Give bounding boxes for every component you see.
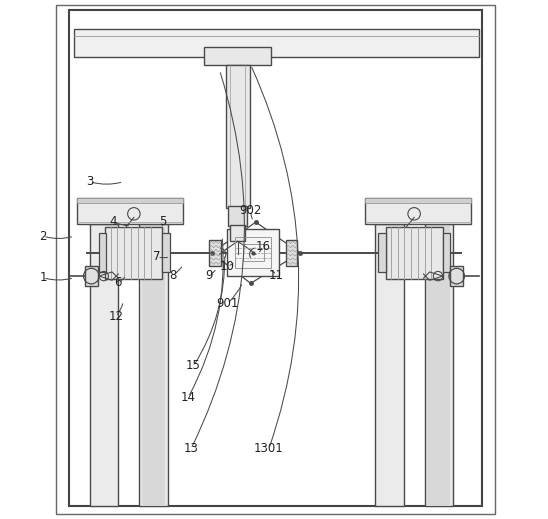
Text: 10: 10 [220, 260, 235, 273]
Bar [69, 10, 482, 506]
Bar [230, 225, 246, 241]
Text: 13: 13 [184, 442, 198, 456]
Text: 4: 4 [110, 215, 117, 228]
Text: 7: 7 [153, 250, 161, 264]
Text: 8: 8 [169, 268, 176, 282]
Bar [378, 233, 386, 272]
Bar [56, 5, 495, 514]
Bar [386, 227, 443, 279]
Text: 16: 16 [256, 240, 271, 253]
Text: 14: 14 [181, 390, 196, 404]
Text: 6: 6 [115, 276, 122, 290]
Text: 5: 5 [159, 215, 166, 228]
Bar [375, 224, 404, 506]
Bar [99, 233, 106, 272]
Bar [235, 237, 271, 268]
Text: 15: 15 [186, 359, 201, 373]
Text: 11: 11 [269, 268, 284, 282]
Bar [74, 29, 479, 57]
Bar [204, 47, 271, 65]
Bar [209, 240, 220, 266]
Bar [450, 266, 464, 286]
Bar [427, 224, 450, 506]
Text: 12: 12 [108, 310, 123, 323]
Text: 2: 2 [39, 229, 47, 243]
Text: 3: 3 [86, 175, 94, 188]
Bar [425, 224, 453, 506]
Bar [286, 240, 298, 266]
Text: 9: 9 [206, 268, 213, 282]
Bar [365, 198, 471, 203]
Bar [84, 266, 98, 286]
Text: 1301: 1301 [254, 442, 284, 456]
Bar [162, 233, 170, 272]
Bar [77, 198, 183, 224]
Bar [139, 224, 168, 506]
Bar [105, 227, 162, 279]
Text: 902: 902 [239, 203, 262, 217]
Bar [365, 198, 471, 224]
Bar [77, 198, 183, 203]
Bar [227, 229, 279, 276]
Bar [229, 206, 247, 226]
Bar [226, 65, 249, 208]
Text: 901: 901 [216, 297, 238, 310]
Text: 1: 1 [39, 271, 47, 284]
Bar [141, 224, 165, 506]
Bar [90, 224, 118, 506]
Bar [443, 233, 450, 272]
Bar [243, 244, 264, 261]
